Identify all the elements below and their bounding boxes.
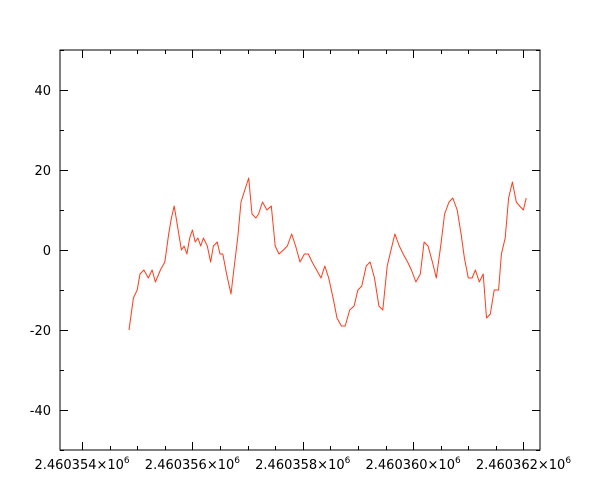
x-tick-mantissa: 2.460354×10 — [34, 458, 123, 473]
y-tick-label: 0 — [43, 244, 51, 259]
x-tick-exponent: 6 — [565, 456, 571, 466]
y-tick-label: -40 — [30, 404, 51, 419]
plot-frame — [59, 49, 541, 451]
x-tick-mantissa: 2.460358×10 — [255, 458, 344, 473]
x-tick-label: 2.460354×106 — [34, 456, 129, 473]
y-tick-label: 20 — [34, 164, 51, 179]
tick-labels: 2.460354×106 2.460356×106 2.460358×106 2.46… — [30, 84, 572, 473]
x-tick-label: 2.460362×106 — [476, 456, 571, 473]
x-tick-label: 2.460358×106 — [255, 456, 350, 473]
x-tick-exponent: 6 — [455, 456, 461, 466]
series-layer — [128, 177, 527, 331]
x-tick-label: 2.460356×106 — [145, 456, 240, 473]
x-tick-exponent: 6 — [124, 456, 130, 466]
x-tick-mantissa: 2.460362×10 — [476, 458, 565, 473]
x-tick-exponent: 6 — [234, 456, 240, 466]
x-tick-mantissa: 2.460360×10 — [366, 458, 455, 473]
y-tick-label: -20 — [30, 324, 51, 339]
series-line — [128, 177, 527, 331]
y-tick-label: 40 — [34, 84, 51, 99]
ticks-layer — [60, 50, 540, 451]
x-tick-label: 2.460360×106 — [366, 456, 461, 473]
x-tick-exponent: 6 — [345, 456, 351, 466]
x-tick-mantissa: 2.460356×10 — [145, 458, 234, 473]
